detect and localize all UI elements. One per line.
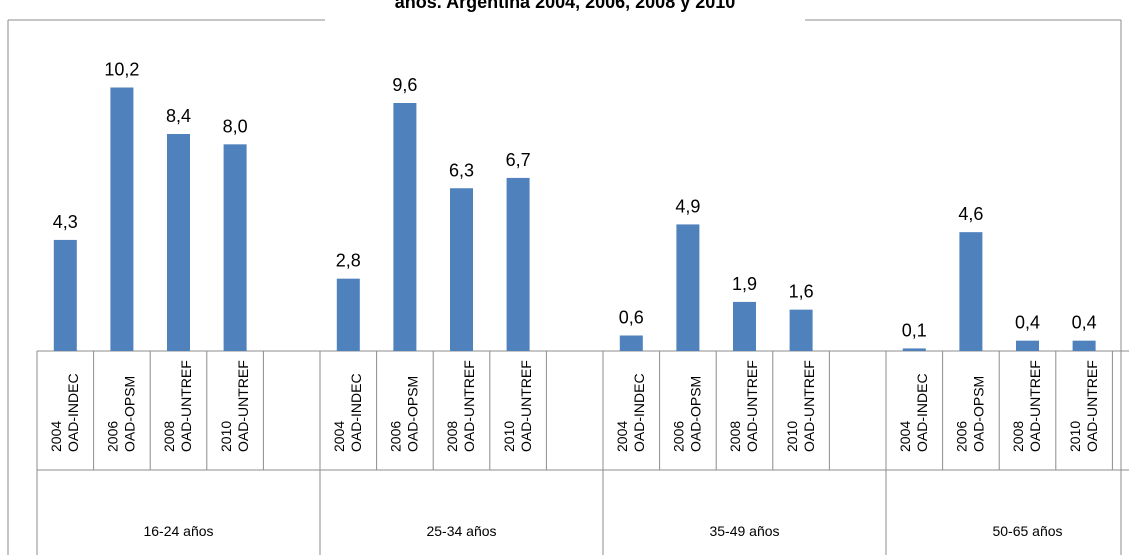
group-label: 50-65 años xyxy=(992,523,1062,539)
x-tick-label: 2006 xyxy=(671,421,687,452)
x-tick-label: OAD-OPSM xyxy=(688,376,704,452)
data-label: 2,8 xyxy=(336,251,361,271)
x-tick-label: OAD-INDEC xyxy=(631,373,647,452)
data-label: 0,4 xyxy=(1015,313,1040,333)
x-tick-label: OAD-INDEC xyxy=(65,373,81,452)
x-tick-label: 2006 xyxy=(388,421,404,452)
x-tick-label: OAD-UNTREF xyxy=(461,360,477,452)
x-tick-label: 2010 xyxy=(1067,421,1083,452)
data-label: 0,6 xyxy=(619,308,644,328)
bar xyxy=(1072,340,1096,351)
x-tick-label: OAD-UNTREF xyxy=(1027,360,1043,452)
bar xyxy=(619,335,643,351)
x-tick-label: 2008 xyxy=(1010,421,1026,452)
bar xyxy=(676,224,700,351)
data-label: 1,6 xyxy=(789,282,814,302)
x-tick-label: 2006 xyxy=(105,421,121,452)
data-label: 9,6 xyxy=(392,75,417,95)
x-tick-label: OAD-OPSM xyxy=(971,376,987,452)
x-tick-label: 2008 xyxy=(444,421,460,452)
bar xyxy=(393,103,417,351)
group-label: 25-34 años xyxy=(426,523,496,539)
bar xyxy=(733,301,756,351)
bar xyxy=(789,309,813,351)
bar xyxy=(110,87,134,351)
x-tick-label: 2006 xyxy=(954,421,970,452)
bar xyxy=(450,188,473,351)
chart-title: años. Argentina 2004, 2006, 2008 y 2010 xyxy=(395,0,736,12)
data-label: 4,6 xyxy=(958,204,983,224)
x-tick-label: 2010 xyxy=(218,421,234,452)
group-label: 35-49 años xyxy=(709,523,779,539)
x-tick-label: OAD-OPSM xyxy=(122,376,138,452)
x-tick-label: 2008 xyxy=(161,421,177,452)
x-tick-label: OAD-UNTREF xyxy=(178,360,194,452)
x-tick-label: OAD-UNTREF xyxy=(801,360,817,452)
x-tick-label: 2008 xyxy=(727,421,743,452)
data-label: 8,0 xyxy=(223,116,248,136)
bar xyxy=(959,232,983,351)
x-tick-label: OAD-INDEC xyxy=(348,373,364,452)
x-tick-label: OAD-UNTREF xyxy=(518,360,534,452)
bar xyxy=(506,177,530,351)
x-tick-label: OAD-UNTREF xyxy=(744,360,760,452)
x-tick-label: OAD-OPSM xyxy=(405,376,421,452)
data-label: 0,4 xyxy=(1072,313,1097,333)
x-tick-label: 2004 xyxy=(48,421,64,452)
bar xyxy=(336,278,360,351)
group-label: 16-24 años xyxy=(143,523,213,539)
data-label: 8,4 xyxy=(166,106,191,126)
data-label: 6,3 xyxy=(449,160,474,180)
bar xyxy=(53,239,77,351)
bar xyxy=(902,348,926,351)
data-label: 6,7 xyxy=(506,150,531,170)
x-tick-label: 2010 xyxy=(501,421,517,452)
x-tick-label: OAD-UNTREF xyxy=(235,360,251,452)
bar xyxy=(223,144,247,351)
x-tick-label: OAD-UNTREF xyxy=(1084,360,1100,452)
x-tick-label: 2004 xyxy=(331,421,347,452)
data-label: 10,2 xyxy=(104,60,139,80)
data-label: 0,1 xyxy=(902,320,927,340)
x-tick-label: 2004 xyxy=(897,421,913,452)
bar xyxy=(167,134,190,351)
data-label: 1,9 xyxy=(732,274,757,294)
bar xyxy=(1016,340,1039,351)
data-label: 4,9 xyxy=(675,196,700,216)
x-tick-label: 2010 xyxy=(784,421,800,452)
data-label: 4,3 xyxy=(53,212,78,232)
x-tick-label: OAD-INDEC xyxy=(914,373,930,452)
x-tick-label: 2004 xyxy=(614,421,630,452)
